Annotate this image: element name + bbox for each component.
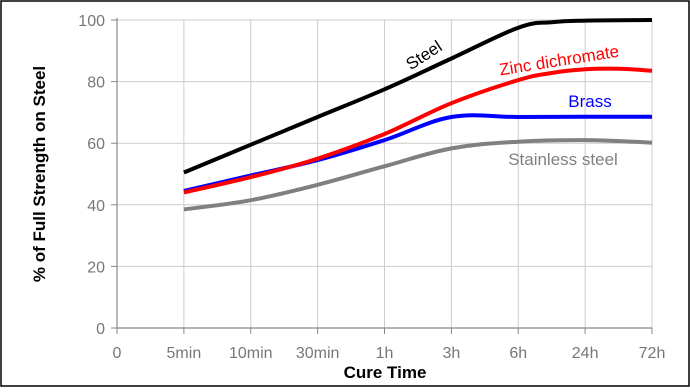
x-tick-label: 6h	[509, 345, 527, 362]
y-axis-title: % of Full Strength on Steel	[30, 66, 49, 282]
series-line-zinc-dichromate	[183, 66, 653, 195]
x-tick-label: 10min	[229, 345, 273, 362]
x-tick-label: 3h	[442, 345, 460, 362]
x-tick-label: 24h	[572, 345, 599, 362]
y-tick-label: 80	[87, 75, 105, 92]
y-tick-label: 20	[87, 259, 105, 276]
y-tick-label: 100	[78, 13, 105, 30]
x-tick-label: 1h	[376, 345, 394, 362]
y-tick-label: 40	[87, 198, 105, 215]
y-tick-label: 60	[87, 136, 105, 153]
x-tick-label: 30min	[296, 345, 340, 362]
series-label-brass: Brass	[568, 92, 611, 111]
series-label-stainless-steel: Stainless steel	[508, 150, 618, 169]
axes: 0 20 40 60 80 100 0 5min 10min 30min 1h 3h 6h 24h 72h	[78, 13, 665, 362]
x-tick-label: 72h	[639, 345, 666, 362]
x-axis-title: Cure Time	[344, 363, 427, 382]
series-line-steel	[183, 18, 653, 175]
y-tick-label: 0	[96, 321, 105, 338]
series-line-stainless-steel	[183, 138, 653, 212]
x-tick-label: 5min	[167, 345, 202, 362]
series-lines	[183, 18, 653, 212]
x-tick-label: 0	[113, 345, 122, 362]
